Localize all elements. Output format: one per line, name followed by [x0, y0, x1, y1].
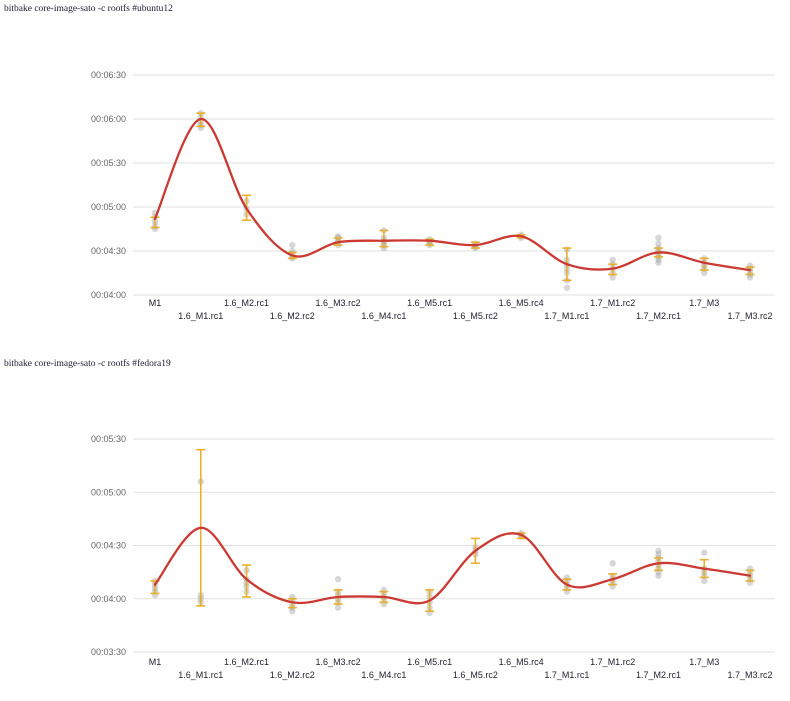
sample-point: [289, 607, 296, 615]
x-tick-label: 1.6_M3.rc2: [316, 298, 361, 308]
x-tick-label: 1.6_M5.rc4: [499, 657, 544, 667]
sample-point: [655, 240, 662, 247]
y-axis-tick-labels: 00:06:30 00:06:00 00:05:30 00:05:00 00:04:30…: [91, 70, 126, 300]
sample-point: [563, 284, 571, 291]
x-tick-label: 1.6_M2.rc2: [270, 311, 315, 321]
x-tick-label: 1.6_M3.rc2: [316, 657, 361, 667]
x-tick-label: 1.6_M2.rc1: [224, 657, 269, 667]
x-tick-label: M1: [149, 298, 162, 308]
trend-line: [153, 526, 752, 605]
x-tick-label: 1.6_M4.rc1: [361, 311, 406, 321]
sample-point: [701, 549, 708, 556]
y-tick-label: 00:05:00: [91, 202, 126, 212]
x-tick-label: M1: [149, 657, 162, 667]
trend-line: [153, 117, 752, 272]
error-bars: [150, 448, 755, 612]
x-axis-category-labels: M1 1.6_M1.rc11.6_M2.rc11.6_M2.rc21.6_M3.r…: [149, 657, 773, 680]
sample-point: [609, 274, 616, 281]
sample-point: [655, 259, 662, 266]
chart-fedora19: bitbake core-image-sato -c rootfs #fedor…: [0, 355, 790, 701]
y-tick-label: 00:04:30: [91, 541, 126, 551]
x-tick-label: 1.6_M1.rc1: [178, 311, 223, 321]
scatter-points: [151, 478, 754, 617]
y-tick-label: 00:03:30: [91, 647, 126, 657]
gridlines: [133, 74, 775, 296]
x-tick-label: 1.7_M3.rc2: [727, 311, 772, 321]
x-tick-label: 1.6_M5.rc4: [499, 298, 544, 308]
sample-point: [609, 256, 616, 263]
x-tick-label: 1.7_M2.rc1: [636, 670, 681, 680]
x-tick-label: 1.6_M5.rc1: [407, 657, 452, 667]
x-tick-label: 1.7_M3: [689, 657, 719, 667]
x-tick-label: 1.7_M3.rc2: [727, 670, 772, 680]
y-tick-label: 00:06:30: [91, 70, 126, 80]
x-tick-label: 1.6_M5.rc1: [407, 298, 452, 308]
chart-ubuntu12: bitbake core-image-sato -c rootfs #ubunt…: [0, 0, 790, 345]
x-tick-label: 1.6_M4.rc1: [361, 670, 406, 680]
y-tick-label: 00:05:30: [91, 158, 126, 168]
x-tick-label: 1.7_M1.rc1: [544, 670, 589, 680]
x-tick-label: 1.6_M5.rc2: [453, 670, 498, 680]
x-tick-label: 1.6_M1.rc1: [178, 670, 223, 680]
x-axis-category-labels: M1 1.6_M1.rc11.6_M2.rc11.6_M2.rc21.6_M3.r…: [149, 298, 773, 321]
x-tick-label: 1.7_M3: [689, 298, 719, 308]
x-tick-label: 1.6_M2.rc1: [224, 298, 269, 308]
sample-point: [746, 274, 754, 281]
sample-point: [701, 577, 708, 585]
sample-point: [655, 234, 662, 241]
x-tick-label: 1.7_M1.rc2: [590, 657, 635, 667]
y-tick-label: 00:05:00: [91, 487, 126, 497]
sample-point: [655, 551, 662, 558]
sample-point: [655, 572, 662, 579]
x-tick-label: 1.6_M2.rc2: [270, 670, 315, 680]
chart-title-fedora19: bitbake core-image-sato -c rootfs #fedor…: [4, 359, 171, 369]
sample-point: [701, 269, 708, 277]
y-tick-label: 00:05:30: [91, 434, 126, 444]
sample-point: [334, 576, 342, 583]
x-tick-label: 1.7_M1.rc1: [544, 311, 589, 321]
sample-point: [655, 256, 662, 263]
sample-point: [334, 604, 342, 611]
gridlines: [133, 438, 775, 653]
y-tick-label: 00:04:30: [91, 246, 126, 256]
chart-title-ubuntu12: bitbake core-image-sato -c rootfs #ubunt…: [4, 4, 173, 14]
x-tick-label: 1.7_M2.rc1: [636, 311, 681, 321]
y-tick-label: 00:04:00: [91, 290, 126, 300]
chart-canvas-fedora19: 00:05:30 00:05:00 00:04:30 00:04:00 00:03:30…: [91, 434, 775, 680]
sample-point: [289, 241, 296, 249]
sample-point: [655, 547, 662, 555]
y-axis-tick-labels: 00:05:30 00:05:00 00:04:30 00:04:00 00:03:30: [91, 434, 126, 657]
x-tick-label: 1.6_M5.rc2: [453, 311, 498, 321]
sample-point: [609, 560, 616, 567]
y-tick-label: 00:04:00: [91, 594, 126, 604]
x-tick-label: 1.7_M1.rc2: [590, 298, 635, 308]
chart-canvas-ubuntu12: 00:06:30 00:06:00 00:05:30 00:05:00 00:04:30…: [91, 70, 775, 321]
y-tick-label: 00:06:00: [91, 114, 126, 124]
